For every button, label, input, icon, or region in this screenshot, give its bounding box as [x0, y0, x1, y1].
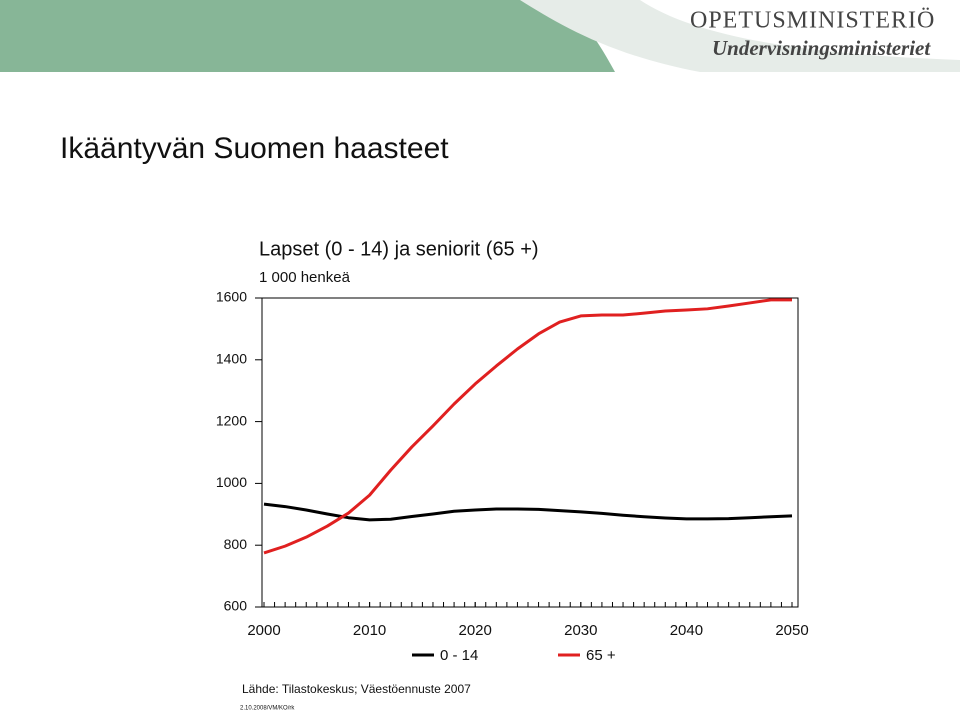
x-tick-label: 2040	[670, 622, 703, 639]
x-tick-label: 2050	[775, 622, 808, 639]
series-line	[263, 298, 792, 555]
x-tick-label: 2010	[353, 622, 386, 639]
x-tick-label: 2020	[459, 622, 492, 639]
header-swoosh	[520, 0, 960, 72]
y-tick-label: 1000	[216, 474, 247, 490]
y-tick-label: 1200	[216, 412, 247, 428]
x-tick-label: 2030	[564, 622, 597, 639]
y-tick-label: 1400	[216, 351, 247, 367]
y-tick-label: 1600	[216, 289, 247, 305]
slide-title: Ikääntyvän Suomen haasteet	[60, 132, 449, 165]
chart-title: Lapset (0 - 14) ja seniorit (65 +)	[259, 238, 539, 260]
x-tick-label: 2000	[247, 622, 280, 639]
header-banner	[0, 0, 615, 72]
series-line	[263, 502, 793, 522]
logo-subtitle: Undervisningsministeriet	[712, 36, 931, 60]
logo-title: OPETUSMINISTERIÖ	[690, 8, 935, 34]
y-tick-label: 600	[224, 598, 248, 614]
chart-subtitle: 1 000 henkeä	[259, 269, 351, 286]
legend-label: 0 - 14	[440, 647, 478, 664]
footer: 2.10.2008/VM/KO/rk	[240, 706, 295, 712]
plot-frame	[261, 297, 799, 608]
legend-label: 65 +	[586, 647, 616, 664]
y-tick-label: 800	[224, 536, 248, 552]
source: Lähde: Tilastokeskus; Väestöennuste 2007	[242, 682, 471, 696]
